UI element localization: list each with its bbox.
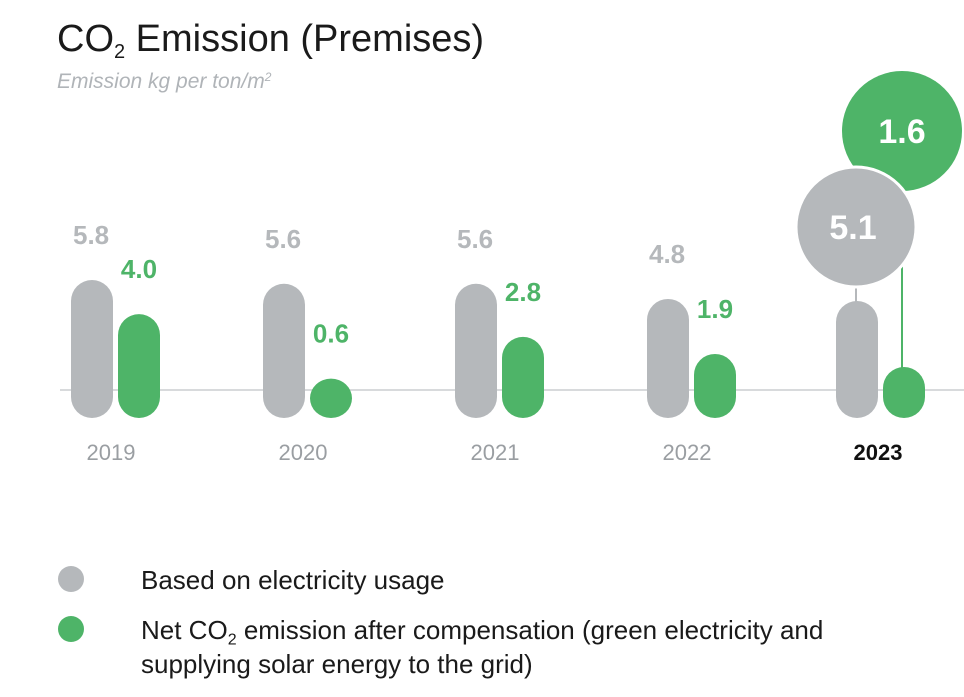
bar-green-2020 <box>310 378 352 418</box>
legend-swatch-green <box>58 616 84 642</box>
chart-title: CO2 Emission (Premises) <box>57 18 485 63</box>
bar-green-2023 <box>883 367 925 418</box>
bar-gray-2023 <box>836 301 878 418</box>
label-gray-2021: 5.6 <box>457 224 493 254</box>
label-green-2023: 1.6 <box>878 113 925 151</box>
year-label-2023: 2023 <box>854 440 903 465</box>
label-green-2022: 1.9 <box>697 294 733 324</box>
legend-label-net-emission: Net CO2 emission after compensation (gre… <box>141 615 824 679</box>
year-label-2020: 2020 <box>279 440 328 465</box>
bar-gray-2022 <box>647 298 689 418</box>
bar-gray-2019 <box>71 279 113 418</box>
bar-gray-2020 <box>263 283 305 418</box>
bar-green-2022 <box>694 353 736 418</box>
legend-swatch-gray <box>58 566 84 592</box>
bubble-gray-2023 <box>794 165 918 289</box>
bar-green-2019 <box>118 314 160 418</box>
label-green-2019: 4.0 <box>121 254 157 284</box>
bubble-green-2023 <box>842 71 962 191</box>
legend-label-electricity: Based on electricity usage <box>141 565 445 595</box>
label-gray-2023: 5.1 <box>829 209 876 247</box>
year-label-2019: 2019 <box>87 440 136 465</box>
chart-subtitle: Emission kg per ton/m2 <box>57 69 272 93</box>
label-gray-2019: 5.8 <box>73 220 109 250</box>
legend-item-electricity: Based on electricity usage <box>58 563 921 597</box>
bar-chart: 5.8 4.0 2019 5.6 0.6 2020 5.6 2.8 2021 4.8 1.9 2022… <box>60 71 964 465</box>
year-label-2022: 2022 <box>663 440 712 465</box>
year-label-2021: 2021 <box>471 440 520 465</box>
bar-green-2021 <box>502 336 544 418</box>
legend-item-net-emission: Net CO2 emission after compensation (gre… <box>58 613 921 681</box>
label-green-2021: 2.8 <box>505 277 541 307</box>
label-gray-2022: 4.8 <box>649 239 685 269</box>
label-green-2020: 0.6 <box>313 319 349 349</box>
label-gray-2020: 5.6 <box>265 224 301 254</box>
bar-gray-2021 <box>455 283 497 418</box>
